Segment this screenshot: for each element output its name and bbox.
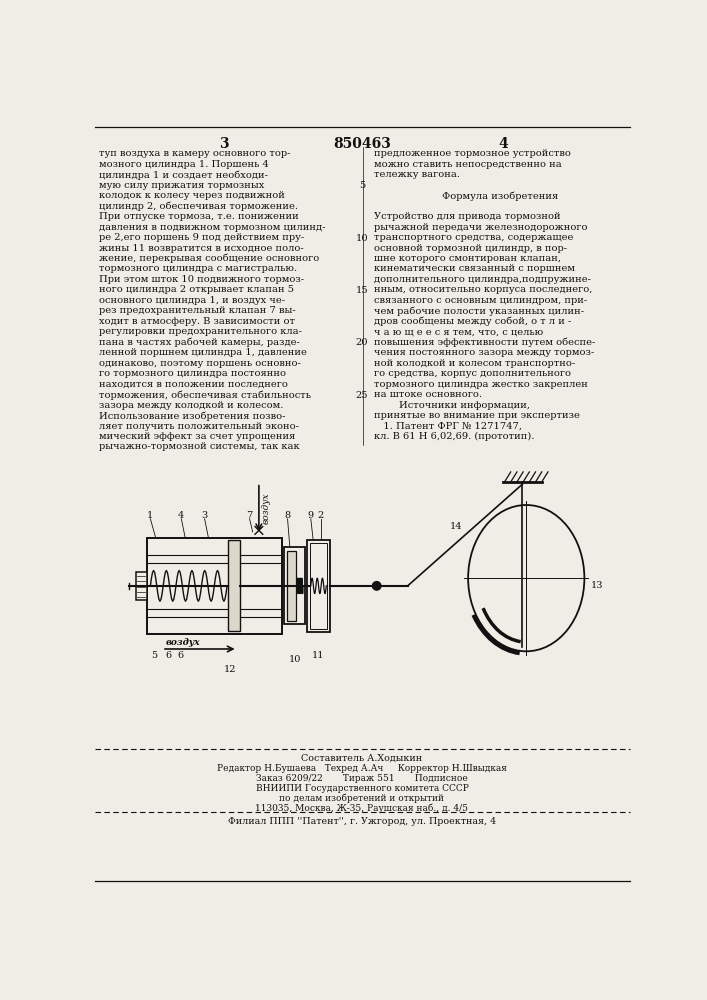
Text: тормозного цилиндра жестко закреплен: тормозного цилиндра жестко закреплен bbox=[373, 380, 588, 389]
Text: ходит в атмосферу. В зависимости от: ходит в атмосферу. В зависимости от bbox=[99, 317, 296, 326]
Text: ной колодкой и колесом транспортно-: ной колодкой и колесом транспортно- bbox=[373, 359, 575, 368]
Text: ного цилиндра 2 открывает клапан 5: ного цилиндра 2 открывает клапан 5 bbox=[99, 285, 294, 294]
Text: Составитель А.Ходыкин: Составитель А.Ходыкин bbox=[301, 754, 423, 763]
Text: торможения, обеспечивая стабильность: торможения, обеспечивая стабильность bbox=[99, 390, 311, 400]
Text: можно ставить непосредственно на: можно ставить непосредственно на bbox=[373, 160, 561, 169]
Text: транспортного средства, содержащее: транспортного средства, содержащее bbox=[373, 233, 573, 242]
Text: по делам изобретений и открытий: по делам изобретений и открытий bbox=[279, 794, 445, 803]
Text: ВНИИПИ Государственного комитета СССР: ВНИИПИ Государственного комитета СССР bbox=[255, 784, 469, 793]
Text: 20: 20 bbox=[356, 338, 368, 347]
Text: кл. В 61 Н 6,02,69. (прототип).: кл. В 61 Н 6,02,69. (прототип). bbox=[373, 432, 534, 441]
Text: 113035, Москва, Ж-35, Раушская наб., д. 4/5: 113035, Москва, Ж-35, Раушская наб., д. … bbox=[255, 804, 469, 813]
Text: находится в положении последнего: находится в положении последнего bbox=[99, 380, 288, 389]
Text: ляет получить положительный эконо-: ляет получить положительный эконо- bbox=[99, 422, 299, 431]
Text: 14: 14 bbox=[450, 522, 462, 531]
Text: жение, перекрывая сообщение основного: жение, перекрывая сообщение основного bbox=[99, 254, 320, 263]
Text: тормозного цилиндра с магистралью.: тормозного цилиндра с магистралью. bbox=[99, 264, 298, 273]
Text: Использование изобретения позво-: Использование изобретения позво- bbox=[99, 411, 286, 421]
Text: 25: 25 bbox=[356, 391, 368, 400]
Text: 4: 4 bbox=[498, 137, 508, 151]
Text: дров сообщены между собой, о т л и -: дров сообщены между собой, о т л и - bbox=[373, 317, 571, 326]
Text: 6: 6 bbox=[177, 651, 184, 660]
Text: туп воздуха в камеру основного тор-: туп воздуха в камеру основного тор- bbox=[99, 149, 291, 158]
Text: го тормозного цилиндра постоянно: го тормозного цилиндра постоянно bbox=[99, 369, 286, 378]
Text: основного цилиндра 1, и воздух че-: основного цилиндра 1, и воздух че- bbox=[99, 296, 286, 305]
Text: основной тормозной цилиндр, в пор-: основной тормозной цилиндр, в пор- bbox=[373, 244, 567, 253]
Text: мозного цилиндра 1. Поршень 4: мозного цилиндра 1. Поршень 4 bbox=[99, 160, 269, 169]
Text: дополнительного цилиндра,подпружине-: дополнительного цилиндра,подпружине- bbox=[373, 275, 590, 284]
Text: 2: 2 bbox=[317, 511, 324, 520]
Text: повышения эффективности путем обеспе-: повышения эффективности путем обеспе- bbox=[373, 338, 595, 347]
Text: Устройство для привода тормозной: Устройство для привода тормозной bbox=[373, 212, 560, 221]
Text: принятые во внимание при экспертизе: принятые во внимание при экспертизе bbox=[373, 411, 580, 420]
Text: на штоке основного.: на штоке основного. bbox=[373, 390, 481, 399]
Circle shape bbox=[373, 582, 381, 590]
Text: 4: 4 bbox=[178, 511, 185, 520]
Text: 850463: 850463 bbox=[333, 137, 391, 151]
Text: 5: 5 bbox=[359, 181, 365, 190]
Text: рычажно-тормозной системы, так как: рычажно-тормозной системы, так как bbox=[99, 442, 300, 451]
Text: 10: 10 bbox=[288, 654, 300, 664]
Text: связанного с основным цилиндром, при-: связанного с основным цилиндром, при- bbox=[373, 296, 587, 305]
Text: 5: 5 bbox=[151, 651, 158, 660]
Bar bbox=[284, 547, 305, 624]
Text: колодок к колесу через подвижной: колодок к колесу через подвижной bbox=[99, 191, 285, 200]
Text: Филиал ППП ''Патент'', г. Ужгород, ул. Проектная, 4: Филиал ППП ''Патент'', г. Ужгород, ул. П… bbox=[228, 817, 496, 826]
Text: чем рабочие полости указанных цилин-: чем рабочие полости указанных цилин- bbox=[373, 306, 584, 316]
Text: Формула изобретения: Формула изобретения bbox=[442, 191, 559, 201]
Text: цилиндра 1 и создает необходи-: цилиндра 1 и создает необходи- bbox=[99, 170, 268, 180]
Text: тележку вагона.: тележку вагона. bbox=[373, 170, 460, 179]
Text: 1: 1 bbox=[147, 511, 153, 520]
Text: рычажной передачи железнодорожного: рычажной передачи железнодорожного bbox=[373, 223, 587, 232]
Text: При отпуске тормоза, т.е. понижении: При отпуске тормоза, т.е. понижении bbox=[99, 212, 299, 221]
Bar bbox=[307, 540, 330, 632]
Text: го средства, корпус дополнительного: го средства, корпус дополнительного bbox=[373, 369, 571, 378]
Text: 1. Патент ФРГ № 1271747,: 1. Патент ФРГ № 1271747, bbox=[373, 422, 522, 431]
Text: 10: 10 bbox=[356, 234, 368, 243]
Text: ленной поршнем цилиндра 1, давление: ленной поршнем цилиндра 1, давление bbox=[99, 348, 307, 357]
Text: предложенное тормозное устройство: предложенное тормозное устройство bbox=[373, 149, 571, 158]
Text: чения постоянного зазора между тормоз-: чения постоянного зазора между тормоз- bbox=[373, 348, 594, 357]
Text: воздух: воздух bbox=[166, 638, 201, 647]
Text: воздух: воздух bbox=[262, 493, 271, 524]
Text: мую силу прижатия тормозных: мую силу прижатия тормозных bbox=[99, 181, 264, 190]
Text: 3: 3 bbox=[219, 137, 229, 151]
Text: Заказ 6209/22       Тираж 551       Подписное: Заказ 6209/22 Тираж 551 Подписное bbox=[256, 774, 468, 783]
Text: ч а ю щ е е с я тем, что, с целью: ч а ю щ е е с я тем, что, с целью bbox=[373, 327, 543, 336]
Text: рез предохранительный клапан 7 вы-: рез предохранительный клапан 7 вы- bbox=[99, 306, 296, 315]
Text: 12: 12 bbox=[223, 665, 236, 674]
Text: 7: 7 bbox=[247, 511, 252, 520]
Text: 3: 3 bbox=[201, 511, 208, 520]
Text: 9: 9 bbox=[308, 511, 314, 520]
Text: шне которого смонтирован клапан,: шне которого смонтирован клапан, bbox=[373, 254, 561, 263]
Text: одинаково, поэтому поршень основно-: одинаково, поэтому поршень основно- bbox=[99, 359, 301, 368]
Text: жины 11 возвратится в исходное поло-: жины 11 возвратится в исходное поло- bbox=[99, 244, 304, 253]
Bar bbox=[228, 540, 240, 631]
Text: 6: 6 bbox=[165, 651, 171, 660]
Text: нным, относительно корпуса последнего,: нным, относительно корпуса последнего, bbox=[373, 285, 592, 294]
Bar bbox=[310, 543, 327, 629]
Text: 13: 13 bbox=[590, 581, 603, 590]
Text: давления в подвижном тормозном цилинд-: давления в подвижном тормозном цилинд- bbox=[99, 223, 326, 232]
Text: 15: 15 bbox=[356, 286, 368, 295]
Bar bbox=[146, 538, 282, 634]
Text: зазора между колодкой и колесом.: зазора между колодкой и колесом. bbox=[99, 401, 284, 410]
Text: кинематически связанный с поршнем: кинематически связанный с поршнем bbox=[373, 264, 575, 273]
Bar bbox=[136, 572, 146, 600]
Text: регулировки предохранительного кла-: регулировки предохранительного кла- bbox=[99, 327, 302, 336]
Text: Редактор Н.Бушаева   Техред А.Ач     Корректор Н.Швыдкая: Редактор Н.Бушаева Техред А.Ач Корректор… bbox=[217, 764, 507, 773]
Bar bbox=[287, 551, 296, 620]
Text: Источники информации,: Источники информации, bbox=[373, 401, 530, 410]
Text: ре 2,его поршень 9 под действием пру-: ре 2,его поршень 9 под действием пру- bbox=[99, 233, 305, 242]
Text: мический эффект за счет упрощения: мический эффект за счет упрощения bbox=[99, 432, 296, 441]
Text: 11: 11 bbox=[312, 651, 325, 660]
Text: цилиндр 2, обеспечивая торможение.: цилиндр 2, обеспечивая торможение. bbox=[99, 202, 298, 211]
Text: При этом шток 10 подвижного тормоз-: При этом шток 10 подвижного тормоз- bbox=[99, 275, 304, 284]
Text: пана в частях рабочей камеры, разде-: пана в частях рабочей камеры, разде- bbox=[99, 338, 300, 347]
Text: 8: 8 bbox=[284, 511, 291, 520]
